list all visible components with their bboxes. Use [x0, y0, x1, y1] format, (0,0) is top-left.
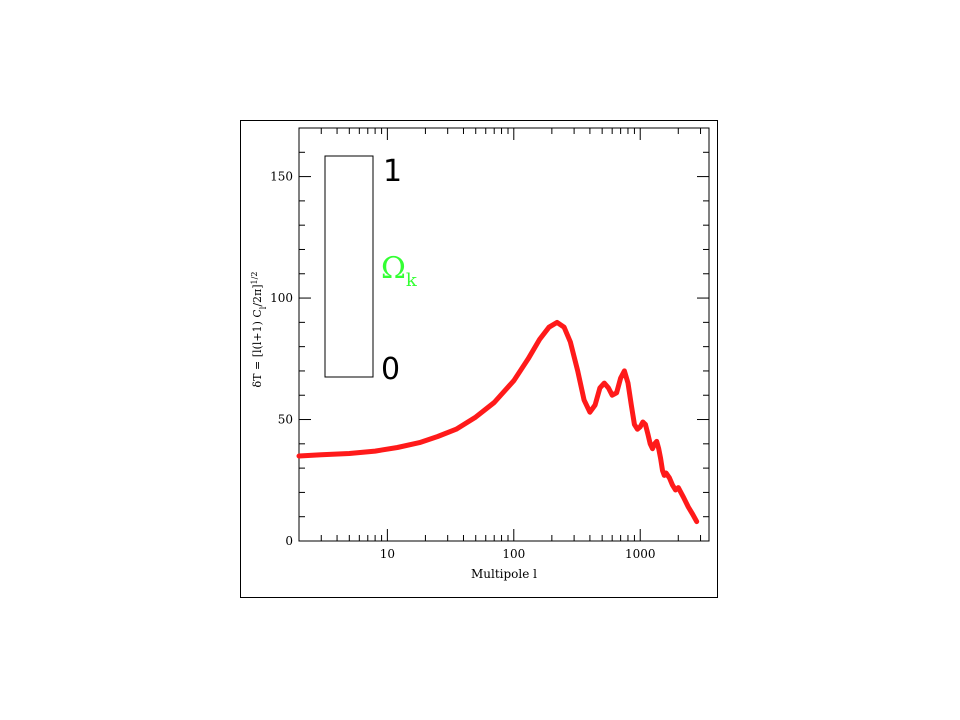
y-axis-title-mid: /2π] [251, 284, 264, 306]
y-tick-label: 150 [270, 170, 293, 184]
y-tick-label: 100 [270, 291, 293, 305]
x-tick-label: 1000 [625, 547, 656, 561]
x-tick-label: 100 [502, 547, 525, 561]
y-axis-title-main: δT = [l(l+1) C [251, 309, 264, 387]
major-ticks [299, 128, 709, 542]
power-spectrum-line [296, 319, 700, 525]
tick-labels: 10 100 1000 0 50 100 150 [270, 170, 655, 561]
y-tick-label: 0 [285, 534, 293, 548]
y-tick-label: 50 [278, 413, 293, 427]
omega-k-label: Ωk [381, 251, 418, 291]
x-tick-label: 10 [380, 547, 395, 561]
scale-bottom-label: 0 [381, 352, 400, 387]
omega-k-scale-box [324, 155, 374, 378]
chart-frame: 10 100 1000 0 50 100 150 Multipole l δT = [l(l… [240, 120, 718, 598]
svg-text:δT = [l(l+1) Cl/2π]1/2: δT = [l(l+1) Cl/2π]1/2 [250, 272, 268, 388]
minor-ticks [298, 127, 709, 541]
omega-subscript: k [406, 270, 418, 291]
scale-top-label: 1 [383, 154, 402, 189]
y-axis-title: δT = [l(l+1) Cl/2π]1/2 [250, 272, 268, 388]
y-axis-title-sup: 1/2 [250, 272, 259, 285]
omega-symbol: Ω [381, 251, 406, 286]
plot-area-border [298, 127, 710, 542]
x-axis-title: Multipole l [471, 567, 537, 581]
y-axis-title-sub: l [259, 306, 268, 309]
